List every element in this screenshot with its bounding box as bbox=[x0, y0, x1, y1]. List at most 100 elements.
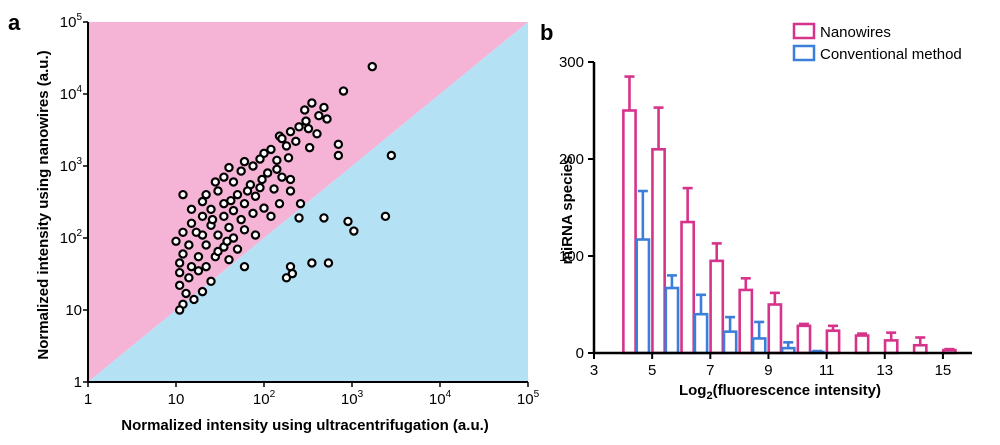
scatter-point bbox=[239, 261, 250, 272]
histogram-x-tick-labels: 3 5 7 9 11 13 15 bbox=[590, 362, 951, 379]
histogram-axes bbox=[588, 61, 972, 359]
scatter-point bbox=[266, 144, 276, 155]
scatter-point bbox=[349, 226, 359, 236]
histogram-bar bbox=[651, 148, 666, 355]
scatter-y-tick-labels: 1 10 102 103 104 105 bbox=[60, 12, 83, 391]
histogram-bar bbox=[796, 324, 812, 355]
scatter-point bbox=[262, 168, 273, 178]
scatter-axes bbox=[83, 21, 529, 387]
scatter-y-tick-label: 10 bbox=[65, 302, 82, 319]
histogram-x-axis-label: Log2(fluorescence intensity) bbox=[679, 382, 881, 402]
scatter-point bbox=[242, 186, 253, 196]
histogram-panel: b 3 5 7 9 11 13 15 0 100 200 300 miRNA species Lo… bbox=[540, 20, 972, 402]
scatter-point bbox=[294, 122, 304, 132]
histogram-y-tick-label: 200 bbox=[559, 151, 584, 168]
scatter-x-tick-label: 103 bbox=[341, 389, 364, 408]
scatter-point bbox=[386, 150, 397, 161]
scatter-point bbox=[178, 189, 188, 200]
scatter-point bbox=[219, 172, 229, 182]
histogram-x-tick-label: 13 bbox=[876, 362, 893, 379]
scatter-point bbox=[206, 204, 216, 215]
scatter-point bbox=[281, 141, 292, 151]
histogram-bar bbox=[664, 286, 680, 355]
legend-swatch bbox=[792, 44, 816, 62]
scatter-point bbox=[283, 153, 294, 163]
scatter-point bbox=[174, 258, 185, 268]
scatter-point bbox=[301, 116, 311, 126]
histogram-x-tick-label: 9 bbox=[764, 362, 772, 379]
scatter-point bbox=[239, 156, 250, 167]
scatter-point bbox=[333, 139, 344, 150]
scatter-point bbox=[232, 244, 243, 254]
scatter-point bbox=[186, 218, 197, 229]
histogram-y-axis-label: miRNA species bbox=[559, 156, 576, 265]
scatter-point bbox=[232, 189, 243, 200]
scatter-point bbox=[239, 225, 250, 235]
scatter-point bbox=[319, 102, 329, 113]
scatter-point bbox=[178, 249, 188, 259]
histogram-bar bbox=[854, 334, 870, 355]
scatter-point bbox=[281, 273, 292, 283]
scatter-point bbox=[206, 276, 216, 287]
scatter-point bbox=[255, 182, 265, 193]
scatter-point bbox=[274, 198, 285, 209]
scatter-point bbox=[197, 211, 208, 222]
scatter-y-tick-label: 103 bbox=[60, 156, 83, 175]
scatter-point bbox=[248, 161, 258, 171]
scatter-point bbox=[285, 174, 296, 185]
scatter-point bbox=[277, 172, 287, 182]
scatter-point bbox=[250, 230, 261, 240]
scatter-point bbox=[236, 166, 246, 176]
scatter-point bbox=[294, 213, 304, 223]
scatter-point bbox=[307, 258, 317, 268]
scatter-point bbox=[224, 222, 234, 233]
x-label-rest: (fluorescence intensity) bbox=[713, 382, 881, 399]
scatter-point bbox=[189, 294, 199, 305]
histogram-bar bbox=[883, 339, 899, 355]
scatter-point bbox=[226, 195, 236, 206]
scatter-point bbox=[272, 164, 282, 174]
scatter-point bbox=[255, 154, 265, 164]
scatter-point bbox=[184, 240, 194, 250]
scatter-x-tick-label: 10 bbox=[168, 391, 185, 408]
scatter-point bbox=[228, 177, 239, 187]
scatter-point bbox=[213, 186, 223, 196]
scatter-point bbox=[201, 240, 211, 250]
scatter-point bbox=[186, 204, 197, 215]
scatter-x-tick-label: 102 bbox=[253, 389, 276, 408]
histogram-bars bbox=[622, 75, 957, 355]
scatter-y-tick-label: 104 bbox=[60, 84, 83, 103]
scatter-x-tick-label: 105 bbox=[517, 389, 540, 408]
histogram-bar bbox=[635, 238, 651, 355]
histogram-bar bbox=[693, 312, 709, 355]
legend: Nanowires Conventional method bbox=[792, 22, 962, 63]
scatter-point bbox=[291, 136, 301, 147]
scatter-point bbox=[219, 211, 229, 222]
panel-letter-b: b bbox=[540, 20, 553, 45]
scatter-point bbox=[295, 198, 306, 209]
panel-letter-a: a bbox=[8, 10, 21, 35]
scatter-point bbox=[248, 208, 258, 219]
scatter-point bbox=[257, 174, 267, 185]
scatter-point bbox=[174, 267, 185, 278]
scatter-point bbox=[210, 177, 221, 187]
scatter-points bbox=[171, 61, 397, 315]
scatter-point bbox=[224, 162, 234, 173]
scatter-point bbox=[285, 186, 296, 196]
histogram-y-tick-label: 300 bbox=[559, 54, 584, 71]
scatter-point bbox=[380, 211, 391, 222]
scatter-point bbox=[228, 205, 239, 216]
scatter-point bbox=[303, 123, 314, 134]
scatter-point bbox=[178, 227, 188, 237]
x-label-subscript: 2 bbox=[706, 390, 712, 402]
scatter-point bbox=[269, 184, 279, 194]
histogram-x-tick-label: 7 bbox=[706, 362, 714, 379]
histogram-bar bbox=[680, 220, 696, 355]
scatter-y-tick-label: 105 bbox=[60, 12, 83, 31]
scatter-point bbox=[314, 110, 324, 121]
histogram-bar bbox=[751, 337, 767, 355]
histogram-y-tick-label: 0 bbox=[576, 345, 584, 362]
scatter-point bbox=[181, 288, 191, 299]
scatter-y-tick-label: 1 bbox=[74, 374, 82, 391]
scatter-point bbox=[213, 246, 223, 257]
